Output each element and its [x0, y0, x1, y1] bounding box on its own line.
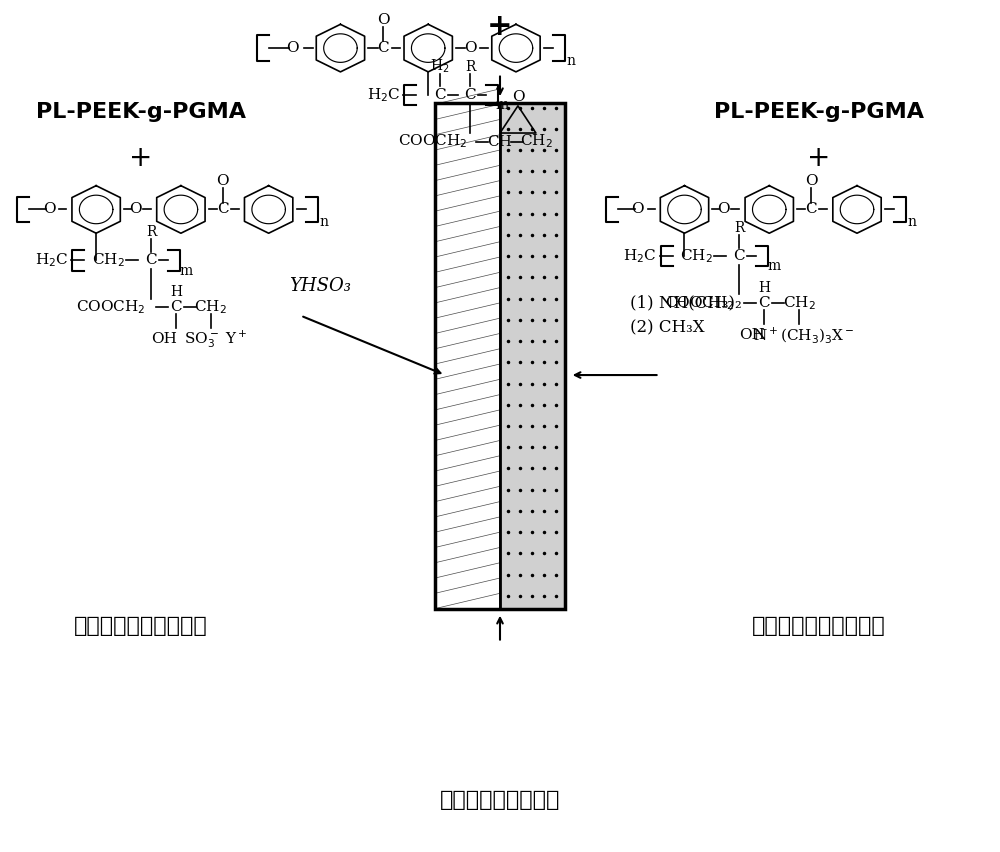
Text: R: R	[465, 60, 475, 74]
Text: CH: CH	[488, 135, 512, 148]
Text: n: n	[319, 216, 328, 229]
Text: C: C	[464, 88, 476, 101]
Text: H$_2$C: H$_2$C	[623, 247, 656, 265]
Text: COOCH$_2$: COOCH$_2$	[665, 294, 734, 312]
Text: n: n	[907, 216, 916, 229]
Text: 含叶嚊聪醚醚双极膜: 含叶嚊聪醚醚双极膜	[440, 790, 560, 809]
Text: R: R	[146, 226, 156, 239]
Text: PL-PEEK-g-PGMA: PL-PEEK-g-PGMA	[36, 101, 246, 122]
Text: CH$_2$: CH$_2$	[194, 298, 227, 316]
Text: O: O	[805, 175, 817, 188]
Text: CH$_2$: CH$_2$	[520, 133, 552, 150]
Text: H: H	[758, 280, 770, 295]
Text: 聪醚醚酮阳离子交换膜: 聪醚醚酮阳离子交换膜	[74, 615, 208, 636]
Text: YHSO₃: YHSO₃	[290, 277, 352, 295]
Text: +: +	[129, 145, 153, 172]
Text: C: C	[217, 203, 229, 216]
Bar	[435, 103, 500, 608]
Text: n: n	[566, 54, 575, 68]
Text: C: C	[805, 203, 817, 216]
Text: O: O	[129, 203, 141, 216]
Text: m: m	[768, 259, 781, 273]
Text: H$_2$C: H$_2$C	[367, 86, 400, 104]
Text: (2) CH₃X: (2) CH₃X	[630, 320, 704, 337]
Text: COOCH$_2$: COOCH$_2$	[398, 133, 468, 150]
Text: +: +	[807, 145, 831, 172]
Text: +: +	[487, 13, 513, 42]
Text: N$^+$(CH$_3$)$_3$X$^-$: N$^+$(CH$_3$)$_3$X$^-$	[753, 325, 855, 345]
Text: O: O	[286, 41, 299, 55]
Text: H$_2$: H$_2$	[430, 58, 450, 76]
Text: CH$_2$: CH$_2$	[680, 247, 713, 265]
Text: O: O	[377, 13, 390, 27]
Text: O: O	[216, 175, 229, 188]
Text: H: H	[170, 285, 182, 299]
Text: C: C	[170, 300, 182, 314]
Text: SO$_3^-$ Y$^+$: SO$_3^-$ Y$^+$	[184, 329, 248, 350]
Text: OH: OH	[151, 332, 177, 347]
Text: m: m	[179, 263, 192, 278]
Text: C: C	[378, 41, 389, 55]
Bar	[500, 103, 565, 608]
Text: C: C	[734, 249, 745, 263]
Text: OH: OH	[739, 328, 765, 343]
Text: O: O	[43, 203, 56, 216]
Text: C: C	[758, 296, 770, 310]
Text: O: O	[717, 203, 730, 216]
Text: (1) NH(CH₃)₂: (1) NH(CH₃)₂	[630, 294, 741, 311]
Text: COOCH$_2$: COOCH$_2$	[76, 298, 146, 316]
Text: O: O	[631, 203, 644, 216]
Text: O: O	[464, 41, 476, 55]
Text: O: O	[512, 90, 524, 104]
Text: PL-PEEK-g-PGMA: PL-PEEK-g-PGMA	[714, 101, 924, 122]
Text: CH$_2$: CH$_2$	[783, 294, 816, 312]
Text: m: m	[495, 98, 509, 112]
Text: R: R	[734, 222, 745, 235]
Text: C: C	[434, 88, 446, 101]
Text: H$_2$C: H$_2$C	[35, 251, 68, 269]
Bar	[435, 103, 565, 608]
Text: CH$_2$: CH$_2$	[92, 251, 124, 269]
Text: 聪醚醚酮阴离子交换膜: 聪醚醚酮阴离子交换膜	[752, 615, 886, 636]
Text: C: C	[145, 253, 157, 268]
